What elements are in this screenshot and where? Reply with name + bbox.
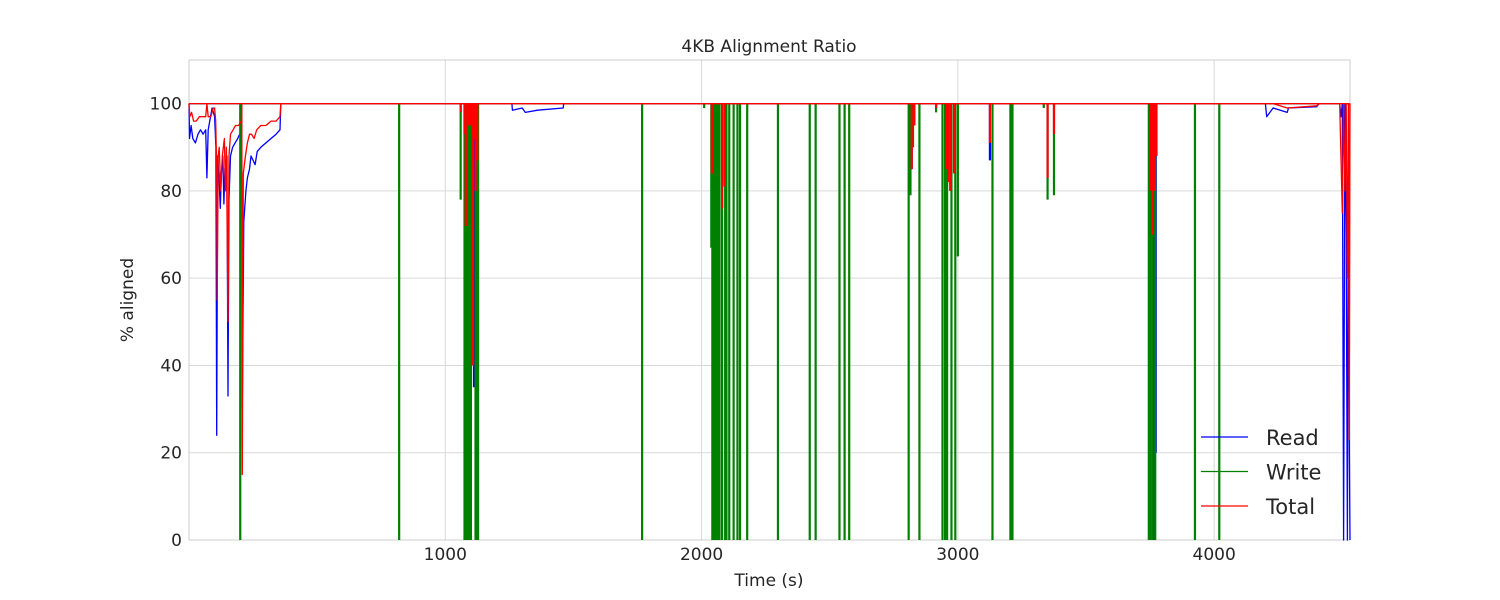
x-axis-label: Time (s) bbox=[733, 571, 803, 591]
x-tick-label: 2000 bbox=[680, 545, 723, 565]
legend: Read Write Total bbox=[1201, 426, 1321, 519]
axis-ticks: 1000 2000 3000 4000 0 20 40 60 80 100 bbox=[150, 95, 1236, 565]
y-tick-label: 60 bbox=[160, 269, 182, 289]
legend-label-total: Total bbox=[1265, 495, 1315, 519]
y-tick-label: 40 bbox=[160, 356, 182, 376]
series-read bbox=[188, 102, 1351, 541]
series-write bbox=[189, 102, 1350, 540]
y-tick-label: 100 bbox=[150, 95, 182, 115]
chart-title: 4KB Alignment Ratio bbox=[681, 37, 856, 57]
y-tick-label: 80 bbox=[160, 182, 182, 202]
y-tick-label: 20 bbox=[160, 444, 182, 464]
legend-label-write: Write bbox=[1266, 461, 1321, 485]
y-tick-label: 0 bbox=[171, 531, 182, 551]
x-tick-label: 3000 bbox=[936, 545, 979, 565]
y-axis-label: % aligned bbox=[118, 258, 138, 342]
grid-lines bbox=[189, 60, 1350, 540]
plot-area bbox=[188, 59, 1351, 541]
x-tick-label: 1000 bbox=[424, 545, 467, 565]
plot-series bbox=[188, 102, 1351, 541]
legend-label-read: Read bbox=[1266, 426, 1319, 450]
series-total bbox=[188, 102, 1351, 476]
x-tick-label: 4000 bbox=[1193, 545, 1236, 565]
